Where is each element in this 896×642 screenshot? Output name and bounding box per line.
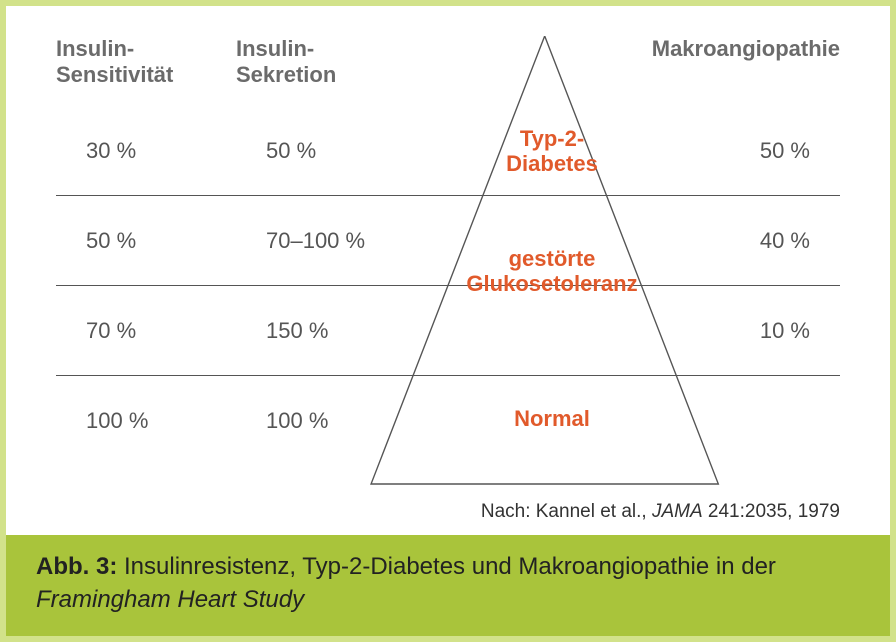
cell-sensitivity: 100 % [56, 408, 236, 434]
citation-prefix: Nach: Kannel et al., [481, 501, 652, 522]
caption-bar: Abb. 3: Insulinresistenz, Typ-2-Diabetes… [6, 535, 890, 636]
table-row: 30 % 50 % 50 % [56, 106, 840, 196]
cell-secretion: 70–100 % [236, 228, 436, 254]
header-sensitivity-line2: Sensitivität [56, 62, 173, 87]
table-row: 100 % 100 % [56, 376, 840, 466]
column-headers: Insulin- Sensitivität Insulin- Sekretion… [56, 36, 840, 89]
data-rows: 30 % 50 % 50 % 50 % 70–100 % 40 % 70 % 1… [56, 106, 840, 466]
citation-suffix: 241:2035, 1979 [703, 501, 840, 522]
header-secretion-line2: Sekretion [236, 62, 336, 87]
cell-sensitivity: 30 % [56, 138, 236, 164]
caption-text: Insulinresistenz, Typ-2-Diabetes und Mak… [117, 553, 776, 580]
header-macro-text: Makroangiopathie [652, 36, 840, 61]
cell-macro: 10 % [660, 318, 840, 344]
cell-macro: 40 % [660, 228, 840, 254]
chart-area: Insulin- Sensitivität Insulin- Sekretion… [6, 6, 890, 531]
header-sensitivity: Insulin- Sensitivität [56, 36, 236, 89]
caption-study: Framingham Heart Study [36, 586, 304, 613]
cell-secretion: 100 % [236, 408, 436, 434]
table-row: 50 % 70–100 % 40 % [56, 196, 840, 286]
header-secretion: Insulin- Sekretion [236, 36, 436, 89]
header-sensitivity-line1: Insulin- [56, 36, 134, 61]
cell-secretion: 150 % [236, 318, 436, 344]
table-row: 70 % 150 % 10 % [56, 286, 840, 376]
cell-sensitivity: 70 % [56, 318, 236, 344]
header-secretion-line1: Insulin- [236, 36, 314, 61]
citation-journal: JAMA [652, 501, 703, 522]
header-macro: Makroangiopathie [436, 36, 840, 89]
cell-macro: 50 % [660, 138, 840, 164]
citation: Nach: Kannel et al., JAMA 241:2035, 1979 [481, 501, 840, 523]
cell-sensitivity: 50 % [56, 228, 236, 254]
figure-number: Abb. 3: [36, 553, 117, 580]
figure-container: Insulin- Sensitivität Insulin- Sekretion… [0, 0, 896, 642]
cell-secretion: 50 % [236, 138, 436, 164]
